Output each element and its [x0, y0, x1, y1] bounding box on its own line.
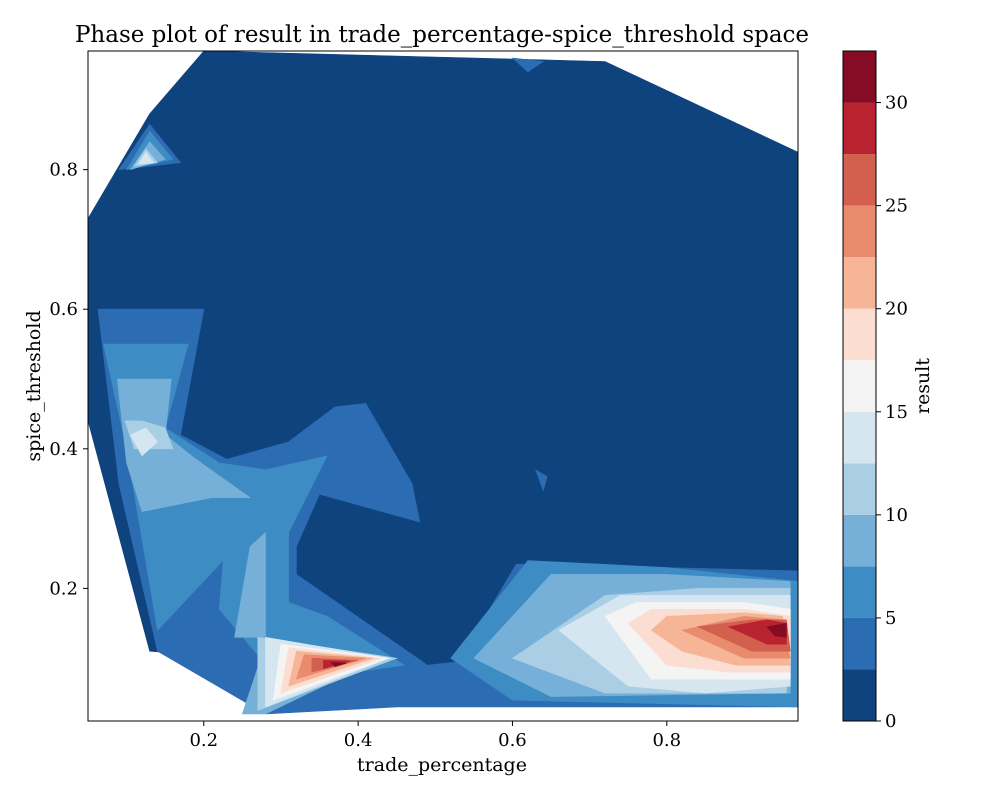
- plot-area: 0.2 0.4 0.6 0.8 0.2 0.4 0.6 0.8: [49, 50, 799, 751]
- x-tick-label: 0.6: [498, 730, 527, 751]
- x-tick-label: 0.4: [344, 730, 373, 751]
- colorbar-label: result: [912, 358, 934, 414]
- y-tick-label: 0.2: [49, 578, 78, 599]
- colorbar-bands: [843, 51, 876, 721]
- contour-region-level-5: [137, 151, 155, 165]
- colorbar-band: [843, 102, 876, 155]
- colorbar-band: [843, 257, 876, 309]
- colorbar-tick-label: 10: [885, 505, 908, 526]
- colorbar-frame: [842, 50, 877, 722]
- contour-region-level-5: [129, 427, 158, 457]
- colorbar-band: [843, 514, 876, 567]
- colorbar-band: [843, 617, 876, 670]
- y-axis-label: spice_threshold: [23, 310, 45, 461]
- y-tick-label: 0.8: [49, 160, 78, 181]
- contour-region-level-12: [330, 662, 347, 667]
- contour-region-level-3: [116, 378, 252, 512]
- y-tick-label: 0.6: [49, 299, 78, 320]
- colorbar: 0 5 10 15 20 25 30 result: [842, 50, 934, 732]
- contour-region-level-2: [103, 343, 406, 683]
- colorbar-tick-label: 15: [885, 402, 908, 423]
- colorbar-band: [843, 463, 876, 515]
- contour-region-level-12: [766, 622, 787, 638]
- x-tick-label: 0.2: [189, 730, 218, 751]
- colorbar-ticks: 0 5 10 15 20 25 30: [876, 93, 908, 732]
- colorbar-band: [843, 360, 876, 412]
- colorbar-tick-label: 25: [885, 196, 908, 217]
- colorbar-band: [843, 566, 876, 618]
- colorbar-band: [843, 411, 876, 464]
- y-axis-ticks: 0.2 0.4 0.6 0.8: [49, 160, 88, 599]
- contour-region-level-1: [535, 469, 548, 492]
- x-axis-label: trade_percentage: [357, 754, 527, 776]
- colorbar-band: [843, 669, 876, 721]
- chart-title: Phase plot of result in trade_percentage…: [75, 22, 809, 48]
- x-tick-label: 0.8: [652, 730, 681, 751]
- y-tick-label: 0.4: [49, 439, 78, 460]
- colorbar-tick-label: 5: [885, 608, 896, 629]
- colorbar-tick-label: 30: [885, 93, 908, 114]
- colorbar-band: [843, 205, 876, 258]
- contour-regions: [87, 50, 799, 715]
- x-axis-ticks: 0.2 0.4 0.6 0.8: [189, 721, 681, 751]
- colorbar-band: [843, 51, 876, 103]
- colorbar-tick-label: 20: [885, 299, 908, 320]
- plot-frame: [87, 50, 799, 722]
- contour-region-level-1: [511, 57, 545, 73]
- colorbar-band: [843, 154, 876, 206]
- colorbar-band: [843, 308, 876, 361]
- colorbar-tick-label: 0: [885, 711, 896, 732]
